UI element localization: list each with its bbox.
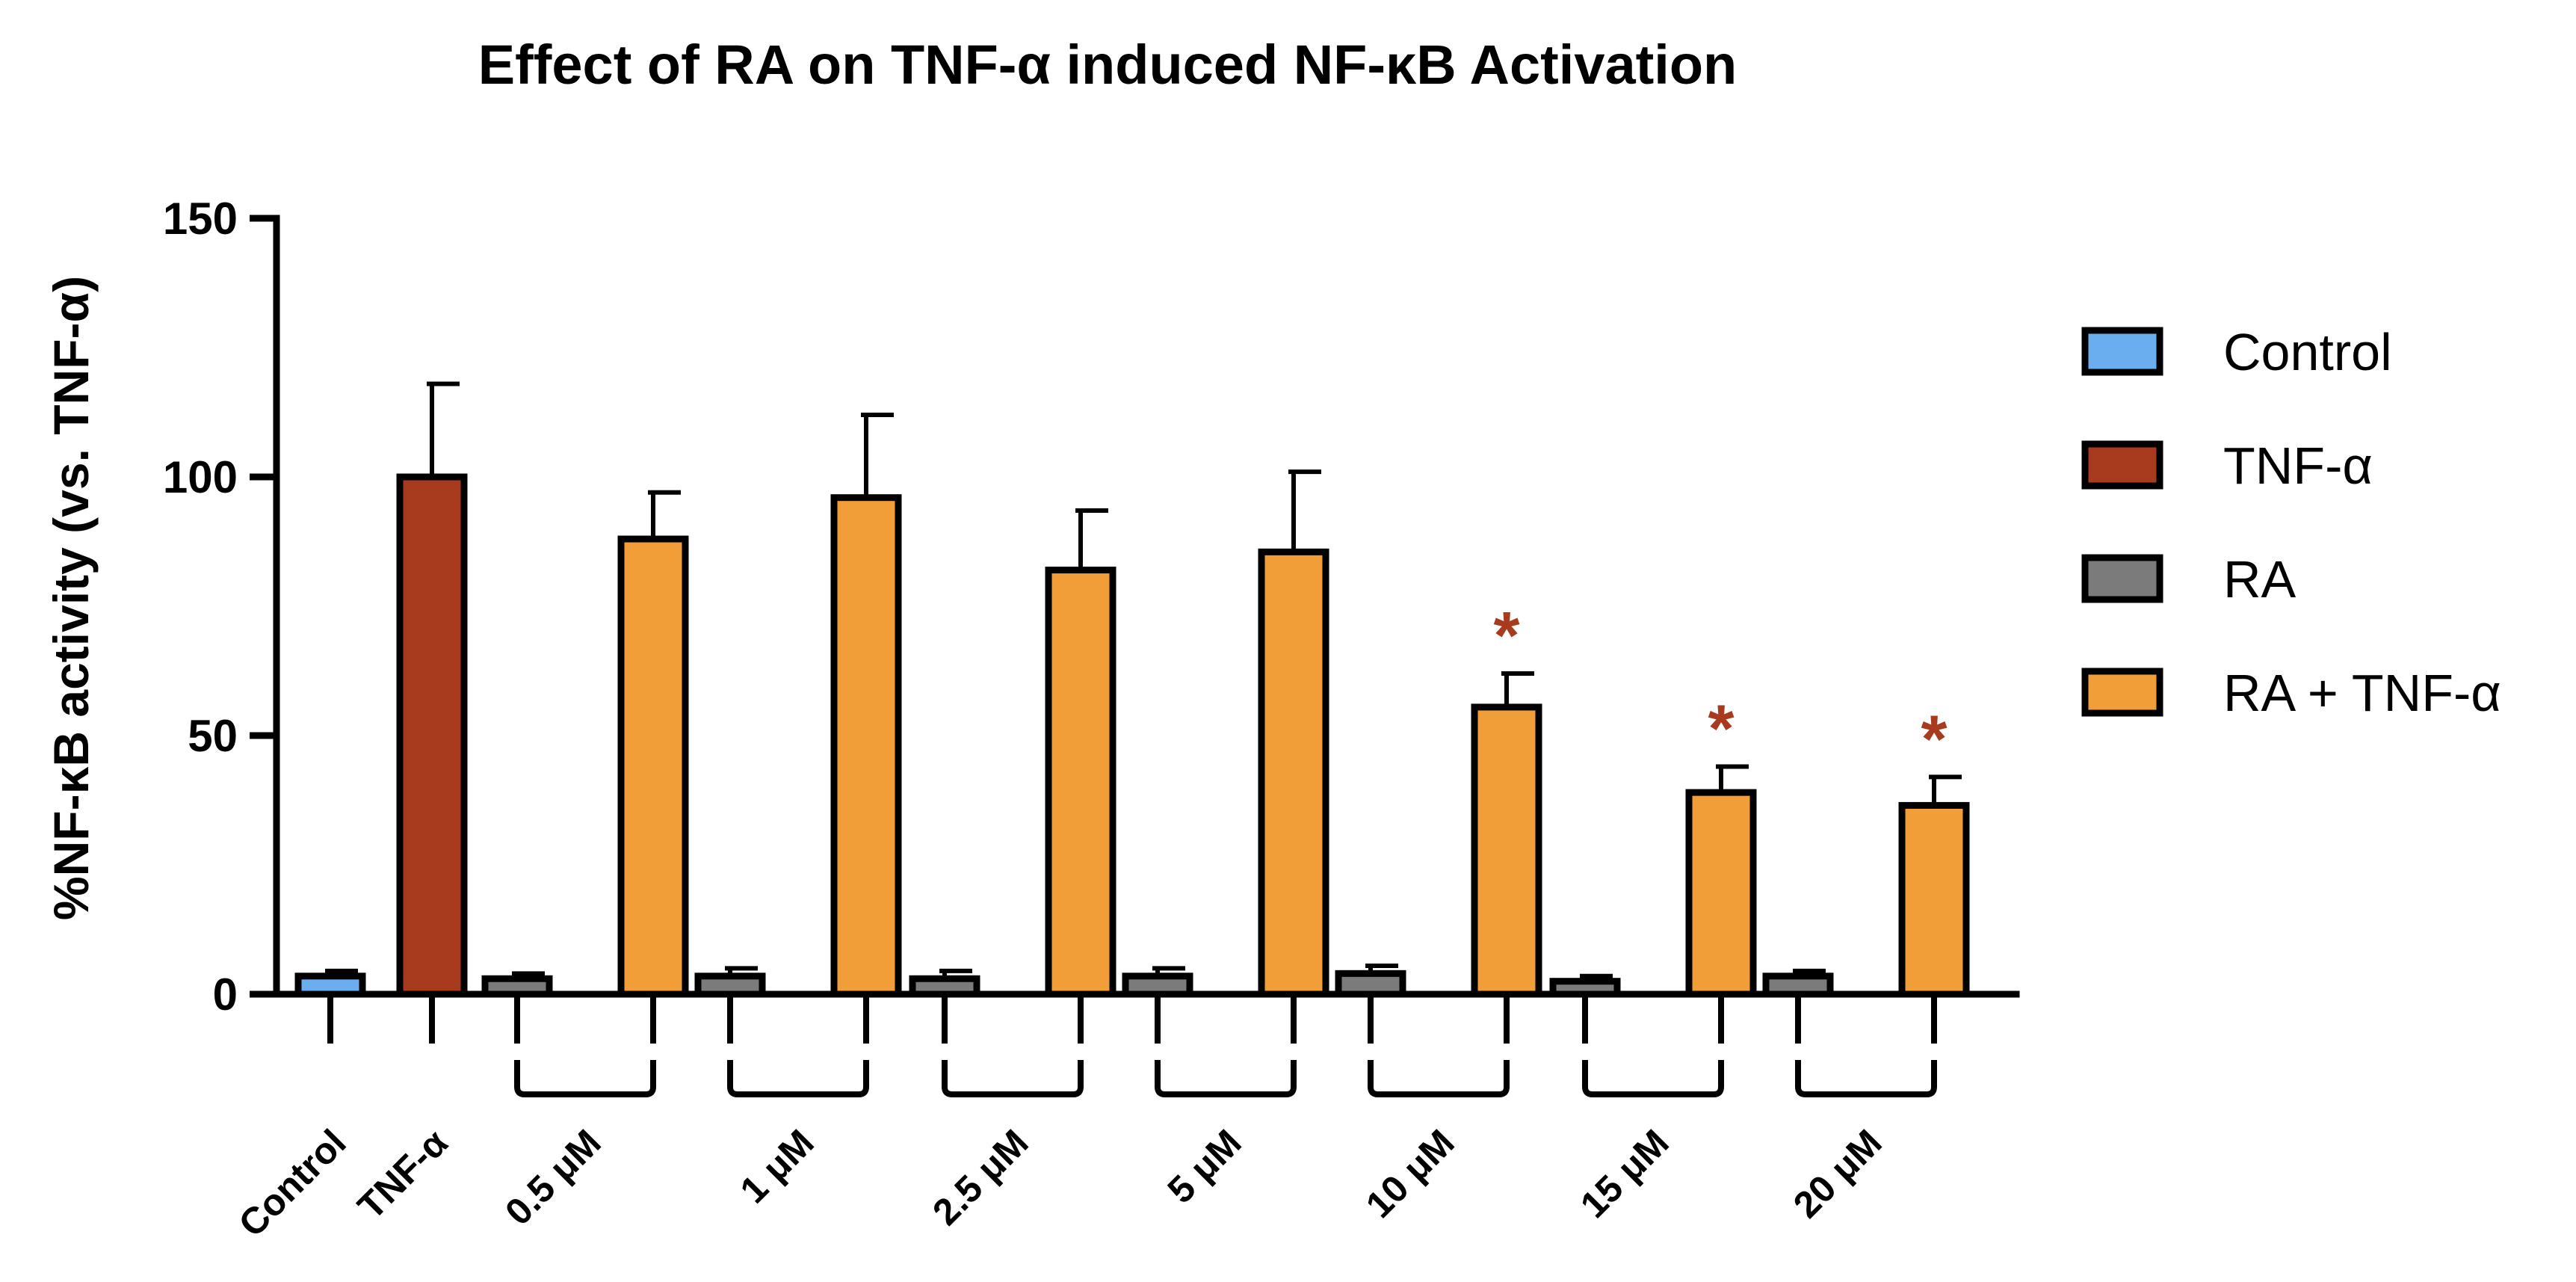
bar-15-m-ra	[1549, 978, 1621, 998]
legend-label-ra: RA	[2223, 550, 2297, 608]
bars: * * *	[294, 381, 1970, 998]
bar-10-m-ra-tnf	[1471, 703, 1542, 998]
bar-20-m-ra-tnf	[1898, 801, 1970, 998]
legend-label-control: Control	[2223, 323, 2392, 381]
significance-marker-10-m: *	[1493, 599, 1519, 674]
x-tick-label-20-m: 20 μM	[1785, 1121, 1890, 1226]
bar-5-m-ra-tnf	[1258, 548, 1329, 998]
legend-label-tnf: TNF-α	[2223, 437, 2373, 495]
x-tick-label-5-m: 5 μM	[1160, 1121, 1250, 1211]
x-tick-label-10-m: 10 μM	[1358, 1121, 1462, 1226]
y-ticks: 0 50 100 150	[163, 194, 277, 1020]
bar-2-5-m-ra	[909, 975, 980, 998]
legend-swatch-tnf	[2081, 440, 2163, 490]
x-tick-label-control: Control	[231, 1121, 354, 1245]
x-bracket-20-m	[1795, 997, 1937, 1097]
legend-swatch-ra	[2081, 554, 2163, 603]
legend: Control TNF-α RA RA + TNF-α	[2081, 323, 2501, 722]
x-tick-label-0-5-m: 0.5 μM	[497, 1121, 609, 1233]
x-tick-label-1-m: 1 μM	[732, 1121, 822, 1211]
y-axis-label: %NF-κB activity (vs. TNF-α)	[43, 276, 99, 920]
bar-10-m-ra	[1335, 970, 1406, 998]
x-tick-label-tnf: TNF-α	[350, 1121, 456, 1227]
x-bracket-10-m	[1368, 997, 1510, 1097]
legend-swatch-ra-tnf	[2081, 668, 2163, 717]
bar-1-m-ra-tnf	[830, 494, 902, 998]
y-tick-label-50: 50	[188, 711, 238, 761]
x-bracket-5-m	[1155, 997, 1297, 1097]
legend-label-ra-tnf: RA + TNF-α	[2223, 664, 2501, 722]
y-tick-label-0: 0	[213, 970, 238, 1020]
y-tick-label-100: 100	[163, 452, 238, 502]
legend-swatch-control	[2081, 327, 2163, 376]
chart-title: Effect of RA on TNF-α induced NF-κB Acti…	[478, 34, 1738, 96]
x-tick-label-2-5-m: 2.5 μM	[924, 1121, 1037, 1233]
bar-2-5-m-ra-tnf	[1045, 567, 1116, 998]
bar-0-5-m-ra-tnf	[617, 535, 689, 998]
x-bracket-1-m	[727, 997, 869, 1097]
bar-15-m-ra-tnf	[1685, 789, 1757, 998]
bar-20-m-ra	[1762, 973, 1834, 998]
bar-0-5-m-ra	[481, 975, 553, 998]
x-bracket-0-5-m	[514, 997, 656, 1097]
x-bracket-2-5-m	[942, 997, 1084, 1097]
bar-5-m-ra	[1122, 973, 1193, 998]
bar-control-control	[294, 973, 366, 998]
x-bracket-15-m	[1582, 997, 1724, 1097]
bar-1-m-ra	[694, 973, 766, 998]
bar-tnf-tnf	[396, 473, 468, 998]
significance-marker-15-m: *	[1708, 692, 1734, 767]
y-tick-label-150: 150	[163, 194, 238, 244]
x-tick-label-15-m: 15 μM	[1572, 1121, 1677, 1226]
significance-marker-20-m: *	[1921, 702, 1947, 777]
